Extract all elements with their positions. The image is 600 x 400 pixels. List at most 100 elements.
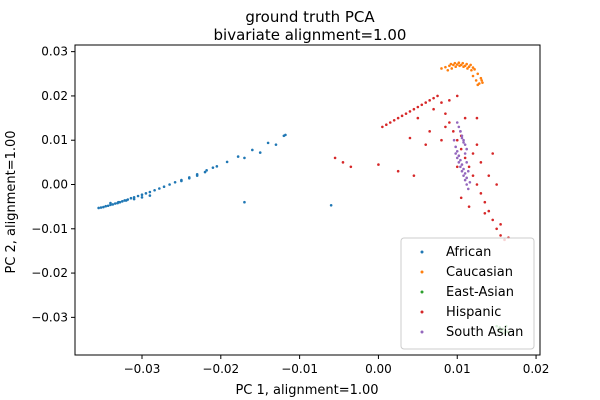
data-point (400, 114, 404, 118)
data-point (457, 154, 461, 158)
data-point (454, 65, 457, 68)
data-point (113, 202, 117, 205)
data-point (446, 68, 450, 72)
data-point (377, 163, 380, 166)
data-point (452, 63, 455, 67)
series-caucasian (440, 61, 484, 87)
legend-marker (420, 310, 424, 314)
data-point (424, 101, 428, 104)
data-point (460, 163, 464, 166)
data-point (388, 121, 392, 124)
data-point (195, 174, 199, 177)
data-point (454, 152, 457, 155)
data-point (205, 169, 208, 172)
data-point (236, 155, 240, 158)
data-point (462, 65, 465, 68)
y-tick-label: 0.03 (41, 45, 68, 59)
data-point (457, 61, 461, 65)
data-point (258, 151, 262, 154)
data-point (499, 234, 502, 237)
data-point (463, 156, 467, 160)
data-point (460, 136, 464, 140)
data-point (463, 178, 467, 182)
data-point (465, 176, 469, 180)
legend-label: Hispanic (446, 305, 501, 320)
x-tick-label: −0.02 (202, 362, 239, 376)
legend-marker (420, 290, 424, 294)
data-point (499, 223, 502, 226)
data-point (432, 107, 435, 111)
data-point (225, 160, 229, 164)
data-point (461, 61, 465, 65)
data-point (412, 174, 416, 177)
data-point (480, 79, 483, 82)
data-point (448, 99, 451, 102)
data-point (457, 161, 461, 164)
chart-title-line-2: bivariate alignment=1.00 (214, 26, 407, 44)
data-point (440, 138, 443, 142)
data-point (412, 107, 416, 111)
data-point (474, 79, 478, 82)
data-point (102, 205, 105, 209)
data-point (449, 62, 453, 66)
data-point (455, 156, 459, 160)
series-african (97, 133, 333, 210)
data-point (455, 149, 459, 153)
data-point (475, 143, 479, 146)
data-point (469, 63, 472, 67)
data-point (475, 183, 479, 186)
data-point (466, 67, 469, 70)
data-point (251, 148, 254, 152)
data-point (349, 165, 353, 169)
y-tick-label: −0.02 (31, 266, 68, 280)
data-point (416, 105, 420, 109)
data-point (459, 196, 463, 200)
data-point (459, 165, 462, 169)
data-point (329, 204, 333, 207)
legend-marker (420, 330, 424, 334)
data-point (424, 143, 428, 146)
x-tick-label: 0.02 (523, 362, 550, 376)
data-point (450, 67, 454, 70)
data-point (104, 204, 108, 208)
data-point (471, 152, 475, 155)
data-point (243, 200, 246, 204)
data-point (460, 169, 464, 173)
data-point (455, 94, 459, 98)
data-point (440, 67, 443, 70)
data-point (453, 61, 457, 65)
data-point (444, 125, 447, 129)
data-point (428, 130, 431, 133)
data-point (168, 183, 171, 186)
data-point (466, 187, 470, 191)
data-point (471, 74, 475, 78)
data-point (444, 65, 447, 69)
data-point (459, 158, 462, 162)
data-point (173, 180, 177, 184)
data-point (487, 209, 491, 213)
axes-frame (74, 44, 541, 356)
data-point (385, 123, 388, 127)
data-point (470, 68, 473, 72)
data-point (495, 183, 498, 186)
data-point (465, 161, 469, 164)
x-tick-label: 0.01 (444, 362, 471, 376)
data-point (483, 211, 487, 215)
data-point (274, 143, 278, 146)
data-point (153, 188, 156, 192)
data-point (479, 161, 483, 164)
legend-marker (420, 250, 424, 254)
data-point (136, 194, 140, 198)
data-point (467, 165, 471, 169)
data-point (463, 152, 467, 155)
legend-box (400, 237, 535, 350)
data-point (481, 81, 484, 84)
series-south-asian (452, 121, 472, 191)
data-point (211, 166, 215, 169)
data-point (420, 103, 424, 107)
data-point (463, 172, 467, 175)
data-point (144, 192, 148, 195)
axis-ticks: −0.03 −0.02 −0.01 0.00 0.01 0.02 −0.03 −0.02 −0.… (31, 45, 549, 376)
data-point (129, 196, 133, 200)
